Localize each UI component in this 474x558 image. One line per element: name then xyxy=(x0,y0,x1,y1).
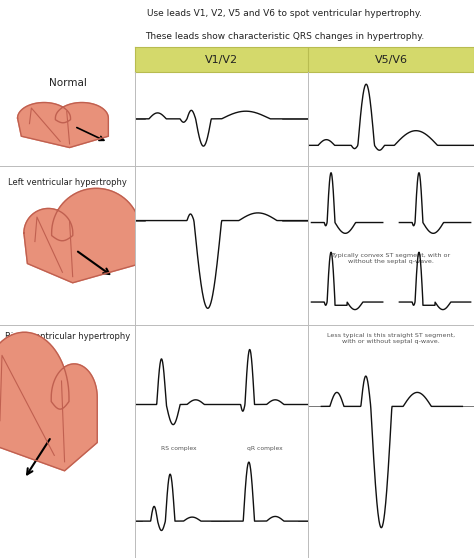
Polygon shape xyxy=(24,189,141,283)
Text: Use leads V1, V2, V5 and V6 to spot ventricular hypertrophy.: Use leads V1, V2, V5 and V6 to spot vent… xyxy=(147,9,422,18)
Text: Right ventricular hypertrophy: Right ventricular hypertrophy xyxy=(5,332,130,341)
Text: These leads show characteristic QRS changes in hypertrophy.: These leads show characteristic QRS chan… xyxy=(145,32,424,41)
Text: Typically convex ST segment, with or
without the septal q-wave.: Typically convex ST segment, with or wit… xyxy=(331,253,451,264)
Text: RS complex: RS complex xyxy=(161,446,196,451)
Polygon shape xyxy=(18,103,109,147)
Text: Normal: Normal xyxy=(49,78,86,88)
Text: Less typical is this straight ST segment,
with or without septal q-wave.: Less typical is this straight ST segment… xyxy=(327,333,455,344)
Polygon shape xyxy=(0,333,97,471)
Text: V5/V6: V5/V6 xyxy=(374,55,408,65)
Text: V1/V2: V1/V2 xyxy=(205,55,238,65)
Text: qR complex: qR complex xyxy=(247,446,283,451)
Text: Left ventricular hypertrophy: Left ventricular hypertrophy xyxy=(8,179,127,187)
